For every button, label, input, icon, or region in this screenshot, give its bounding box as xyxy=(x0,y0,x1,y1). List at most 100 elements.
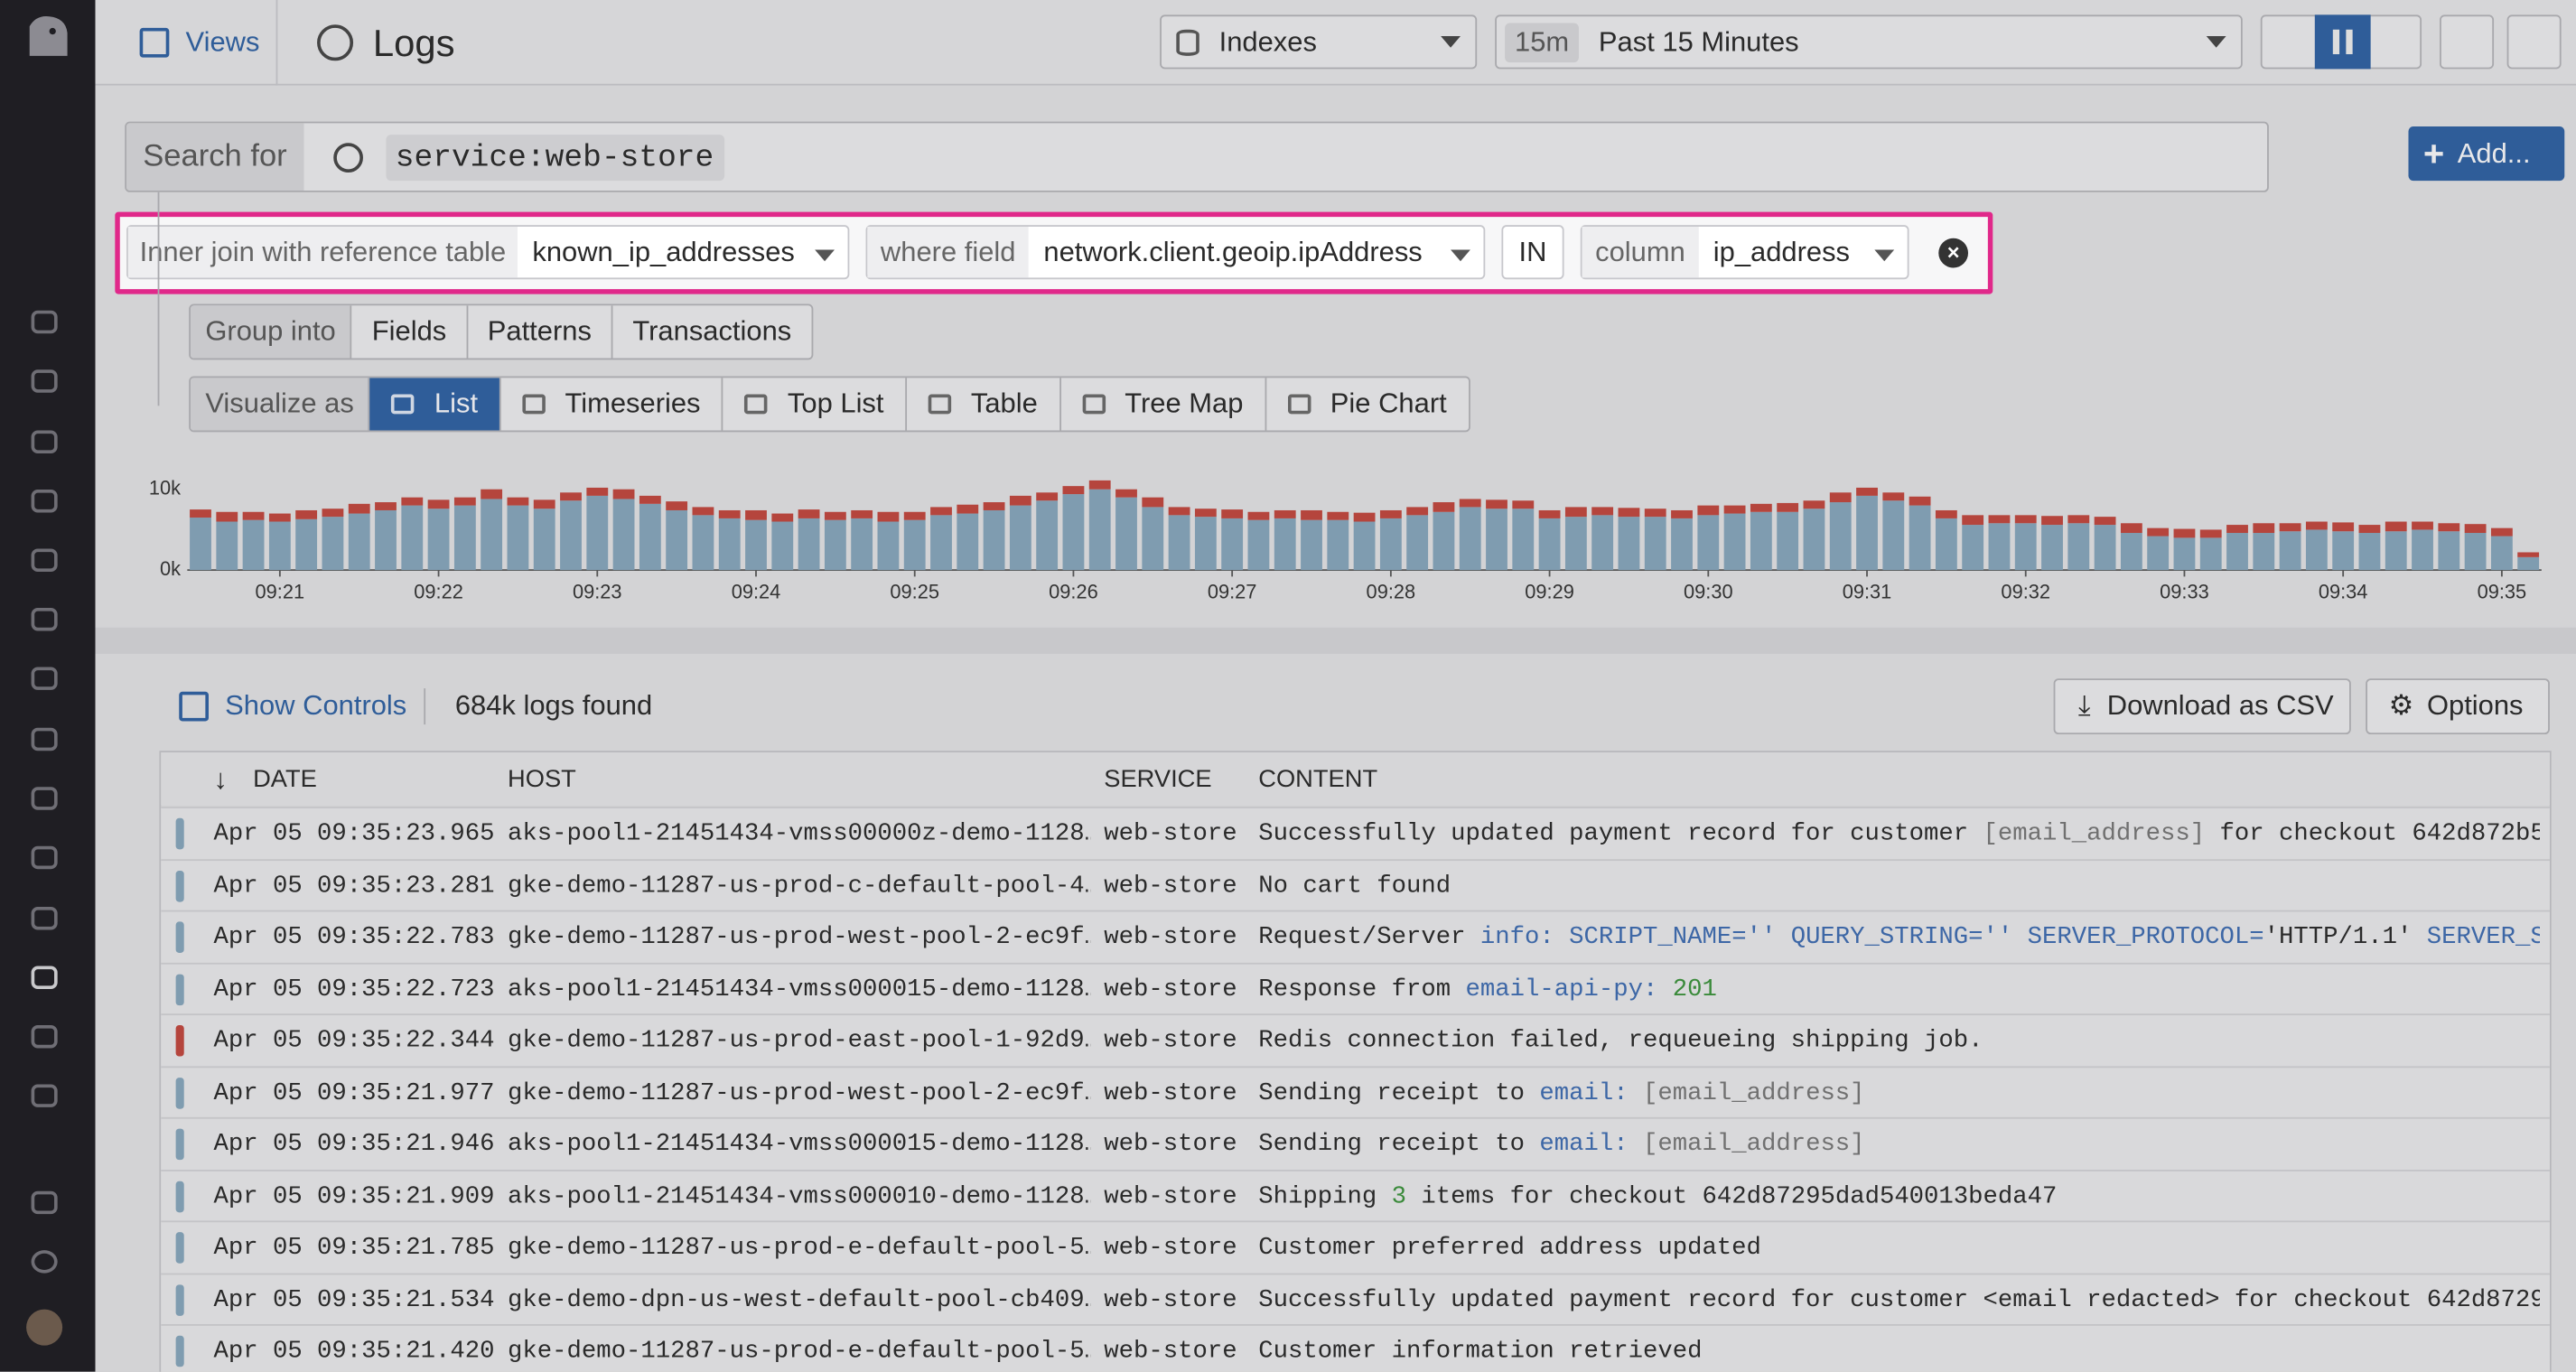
bar-segment xyxy=(268,521,291,571)
avatar[interactable] xyxy=(26,1309,63,1346)
views-link[interactable]: Views xyxy=(125,16,275,69)
bar-segment xyxy=(1274,509,1296,518)
status-bar-info xyxy=(175,817,184,850)
visualize-option-selected[interactable]: List xyxy=(369,378,499,431)
group-option[interactable]: Transactions xyxy=(611,305,811,359)
log-row[interactable]: Apr 05 09:35:21.785 gke-demo-11287-us-pro… xyxy=(161,1220,2550,1274)
log-row[interactable]: Apr 05 09:35:21.534 gke-demo-dpn-us-west-… xyxy=(161,1272,2550,1325)
visualize-option[interactable]: Top List xyxy=(722,378,905,431)
refresh-button[interactable] xyxy=(2506,14,2562,70)
add-text: Add... xyxy=(2457,136,2531,169)
log-row[interactable]: Apr 05 09:35:22.344 gke-demo-11287-us-pro… xyxy=(161,1013,2550,1067)
column-header[interactable]: DATE xyxy=(253,765,317,794)
bar-segment xyxy=(322,509,344,518)
bar-segment xyxy=(401,497,424,506)
visualize-option[interactable]: Table xyxy=(905,378,1059,431)
bar-segment xyxy=(1829,502,1852,571)
bar-segment xyxy=(1935,518,1957,571)
option-icon xyxy=(1081,394,1106,415)
bar-segment xyxy=(930,507,952,516)
bar-segment xyxy=(2438,523,2460,532)
log-row[interactable]: Apr 05 09:35:22.723 aks-pool1-21451434-vm… xyxy=(161,961,2550,1015)
bar-segment xyxy=(348,513,370,571)
group-option[interactable]: Fields xyxy=(350,305,466,359)
bar-segment xyxy=(2041,525,2063,571)
pause-button[interactable] xyxy=(2314,14,2371,70)
bar-segment xyxy=(2120,523,2142,534)
nav-icon[interactable] xyxy=(31,1024,58,1049)
bar-segment xyxy=(1009,495,1031,506)
nav-icon[interactable] xyxy=(31,845,58,870)
log-row[interactable]: Apr 05 09:35:23.965 aks-pool1-21451434-vm… xyxy=(161,807,2550,860)
bar-segment xyxy=(2094,525,2116,571)
sort-icon[interactable]: ↓ xyxy=(213,763,228,796)
nav-icon[interactable] xyxy=(31,607,58,631)
bar-segment xyxy=(666,509,688,571)
nav-icon[interactable] xyxy=(31,490,58,513)
log-service: web-store xyxy=(1104,1130,1237,1159)
caret xyxy=(1874,249,1895,271)
log-row[interactable]: Apr 05 09:35:21.977 gke-demo-11287-us-pro… xyxy=(161,1065,2550,1118)
time-picker[interactable]: 15m Past 15 Minutes xyxy=(1495,14,2243,70)
nav-icon[interactable] xyxy=(31,907,58,930)
nav-icon[interactable] xyxy=(31,430,58,454)
logo[interactable] xyxy=(20,10,76,66)
bar-segment xyxy=(1591,515,1614,571)
time-badge: 15m xyxy=(1505,22,1580,62)
join-column-select[interactable]: column ip_address xyxy=(1580,225,1909,280)
show-controls[interactable]: Show Controls xyxy=(164,680,422,733)
bar-segment xyxy=(2517,552,2540,557)
nav-icon[interactable] xyxy=(31,727,58,751)
option-icon xyxy=(522,394,546,415)
nav-icon[interactable] xyxy=(31,369,58,393)
nav-icon[interactable] xyxy=(31,667,58,690)
bar-segment xyxy=(2147,536,2170,571)
add-button[interactable]: + Add... xyxy=(2408,126,2565,182)
log-date: Apr 05 09:35:21.534 xyxy=(213,1285,495,1314)
help-icon[interactable] xyxy=(31,1250,58,1274)
nav-icon[interactable] xyxy=(31,1084,58,1107)
column-header[interactable]: HOST xyxy=(508,765,576,794)
log-row[interactable]: Apr 05 09:35:22.783 gke-demo-11287-us-pro… xyxy=(161,910,2550,963)
visualize-option[interactable]: Timeseries xyxy=(499,378,722,431)
bar-segment xyxy=(1935,509,1957,518)
log-row[interactable]: Apr 05 09:35:21.420 gke-demo-11287-us-pro… xyxy=(161,1324,2550,1372)
playback-controls xyxy=(2260,14,2422,70)
bar-segment xyxy=(453,497,476,506)
nav-icon[interactable] xyxy=(31,310,58,334)
log-row[interactable]: Apr 05 09:35:21.946 aks-pool1-21451434-vm… xyxy=(161,1116,2550,1171)
bar-segment xyxy=(718,509,741,518)
group-option[interactable]: Patterns xyxy=(466,305,611,359)
visualize-option[interactable]: Tree Map xyxy=(1059,378,1265,431)
bar-segment xyxy=(1379,518,1402,571)
log-row[interactable]: Apr 05 09:35:21.909 aks-pool1-21451434-vm… xyxy=(161,1169,2550,1222)
nav-icon[interactable] xyxy=(31,1190,58,1215)
visualize-option[interactable]: Pie Chart xyxy=(1265,378,1468,431)
remove-join[interactable]: × xyxy=(1938,238,1969,268)
bar-segment xyxy=(533,499,555,509)
options-button[interactable]: ⚙ Options xyxy=(2366,678,2550,735)
bar-segment xyxy=(1194,509,1217,518)
join-field-select[interactable]: where field network.client.geoip.ipAddre… xyxy=(865,225,1486,280)
nav-icon[interactable] xyxy=(31,548,58,572)
column-header[interactable]: CONTENT xyxy=(1258,765,1378,794)
divider xyxy=(424,688,426,725)
content-plain: Sending receipt to xyxy=(1258,1078,1540,1107)
column-header[interactable]: SERVICE xyxy=(1104,765,1212,794)
bar-segment xyxy=(375,502,397,510)
download-csv[interactable]: ⤓ Download as CSV xyxy=(2053,678,2351,735)
log-row[interactable]: Apr 05 09:35:23.281 gke-demo-11287-us-pro… xyxy=(161,858,2550,911)
join-table-select[interactable]: Inner join with reference table known_ip… xyxy=(126,225,850,280)
bar-segment xyxy=(1644,509,1666,518)
search-bar[interactable]: Search for service:web-store xyxy=(125,121,2269,192)
bar-segment xyxy=(1247,511,1270,520)
content-number: 3 xyxy=(1391,1181,1407,1210)
bar-segment xyxy=(1088,480,1111,490)
zoom-out-button[interactable] xyxy=(2440,14,2495,70)
nav-icon-active[interactable] xyxy=(31,966,58,989)
log-host: gke-demo-11287-us-prod-west-pool-2-ec9f… xyxy=(508,1078,1091,1107)
indexes-dropdown[interactable]: Indexes xyxy=(1160,14,1478,70)
content-attr: email: xyxy=(1539,1130,1629,1159)
nav-icon[interactable] xyxy=(31,787,58,810)
